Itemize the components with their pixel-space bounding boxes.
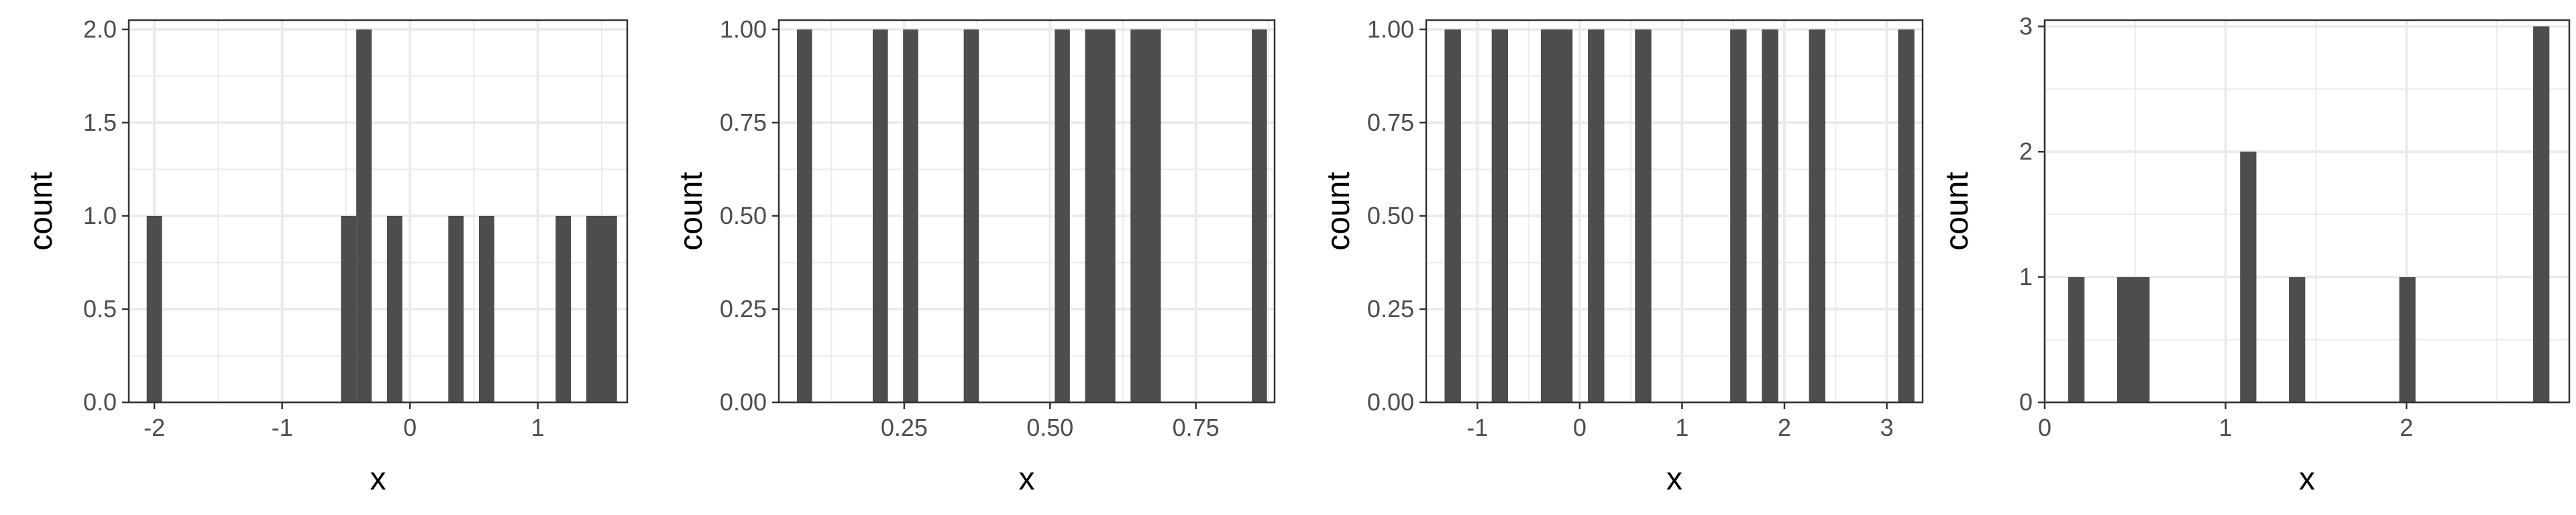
- histogram-bar: [586, 215, 617, 402]
- plot-background: [1426, 20, 1923, 402]
- y-axis-title: count: [23, 172, 59, 250]
- histogram-bar: [1491, 29, 1509, 402]
- histogram-bar: [796, 29, 812, 402]
- chart-panel-2: 0.25 0.50 0.75 0.00 0.25 0.50 0.75 1.00 x count: [674, 15, 1276, 497]
- panel-border: [1425, 19, 1924, 404]
- y-tick-label: 0.0: [83, 388, 117, 416]
- y-tick-label: 0: [2019, 388, 2033, 416]
- histogram-bar: [2289, 277, 2306, 402]
- histogram-bar: [2240, 152, 2257, 403]
- x-tick-label: 2: [1778, 414, 1791, 441]
- x-tick-label: 0.25: [881, 414, 928, 441]
- x-tick-label: 1: [2219, 414, 2233, 441]
- y-axis-title: count: [1321, 172, 1356, 250]
- histogram-bar: [963, 29, 979, 402]
- y-tick-label: 0.25: [720, 295, 767, 323]
- x-tick-label: 0: [1573, 414, 1587, 441]
- chart-panel-4: 0 1 2 0 1 2 3 x count: [1939, 12, 2571, 497]
- chart-panel-1: -2 -1 0 1 0.0 0.5 1.0 1.5 2.0 x count: [23, 15, 629, 497]
- y-tick-label: 0.00: [720, 388, 767, 416]
- y-tick-label: 1.00: [720, 15, 767, 43]
- x-tick-label: 0.50: [1026, 414, 1073, 441]
- histogram-bar: [1635, 29, 1652, 402]
- histogram-bar: [1898, 29, 1915, 402]
- x-tick-label: -1: [272, 414, 293, 441]
- histogram-bar: [1588, 29, 1605, 402]
- histogram-bar: [872, 29, 888, 402]
- panel-border: [2043, 19, 2571, 404]
- histogram-bar: [2068, 277, 2085, 402]
- histogram-bar: [448, 215, 464, 402]
- y-tick-label: 2: [2019, 137, 2033, 165]
- histogram-bar: [555, 215, 572, 402]
- histogram-bar: [1540, 29, 1573, 402]
- histogram-bar: [1085, 29, 1116, 402]
- histogram-bar: [903, 29, 918, 402]
- x-tick-label: 1: [531, 414, 545, 441]
- histogram-bar: [479, 215, 494, 402]
- y-axis-title: count: [674, 172, 709, 250]
- y-axis-title: count: [1939, 172, 1975, 250]
- x-axis-title: x: [370, 461, 386, 497]
- x-tick-label: 0.75: [1173, 414, 1220, 441]
- y-tick-label: 2.0: [83, 15, 117, 43]
- x-tick-label: 0: [403, 414, 417, 441]
- y-tick-label: 0.75: [720, 109, 767, 136]
- x-tick-label: -2: [144, 414, 165, 441]
- y-tick-label: 1: [2019, 263, 2033, 290]
- histogram-bar: [1809, 29, 1826, 402]
- x-tick-label: 3: [1880, 414, 1894, 441]
- x-tick-label: 1: [1675, 414, 1688, 441]
- histogram-bar: [146, 215, 162, 402]
- x-tick-label: 0: [2038, 414, 2051, 441]
- y-tick-label: 3: [2019, 12, 2033, 40]
- plot-background: [129, 20, 627, 402]
- y-tick-label: 1.5: [83, 109, 117, 136]
- x-axis-title: x: [1019, 461, 1035, 497]
- histogram-bar: [2399, 277, 2416, 402]
- y-tick-label: 1.00: [1367, 15, 1414, 43]
- histogram-bar: [1130, 29, 1161, 402]
- histogram-bar: [356, 29, 372, 402]
- plot-background: [779, 20, 1275, 402]
- y-tick-label: 1.0: [83, 202, 117, 229]
- histogram-bar: [1252, 29, 1267, 402]
- y-tick-label: 0.50: [1367, 202, 1414, 229]
- panel-border: [777, 19, 1276, 404]
- x-tick-label: 2: [2400, 414, 2413, 441]
- histogram-bar: [341, 215, 357, 402]
- y-tick-label: 0.50: [720, 202, 767, 229]
- histogram-bar: [386, 215, 402, 402]
- histogram-bar: [1444, 29, 1461, 402]
- panel-border: [127, 19, 629, 404]
- histogram-bar: [1762, 29, 1778, 402]
- y-tick-label: 0.00: [1367, 388, 1414, 416]
- x-axis-title: x: [1666, 461, 1682, 497]
- x-axis-title: x: [2299, 461, 2315, 497]
- y-tick-label: 0.25: [1367, 295, 1414, 323]
- histogram-bar: [2116, 277, 2150, 402]
- y-tick-label: 0.75: [1367, 109, 1414, 136]
- chart-panel-3: -1 0 1 2 3 0.00 0.25 0.50 0.75 1.00 x count: [1321, 15, 1924, 497]
- y-tick-label: 0.5: [83, 295, 117, 323]
- histogram-bar: [1730, 29, 1747, 402]
- x-tick-label: -1: [1466, 414, 1488, 441]
- histogram-bar: [1055, 29, 1070, 402]
- histogram-bar: [2533, 26, 2550, 403]
